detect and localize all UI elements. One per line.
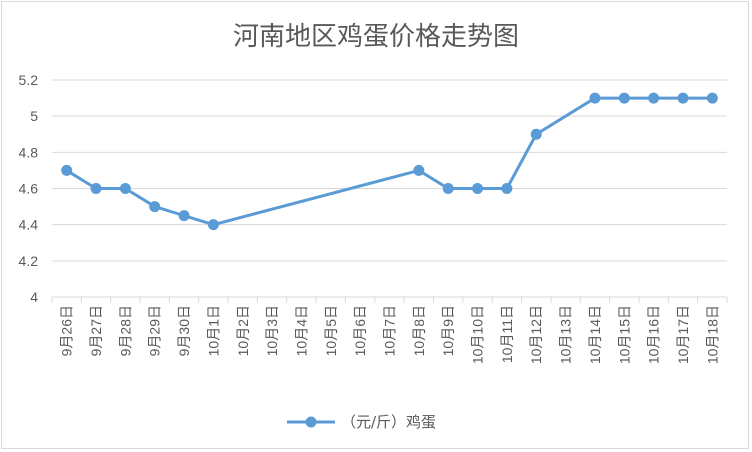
x-tick-label: 10月3日	[264, 305, 280, 356]
chart-title: 河南地区鸡蛋价格走势图	[233, 22, 519, 52]
y-tick-label: 4.4	[19, 217, 39, 233]
data-point	[90, 183, 102, 194]
x-tick-label: 10月8日	[411, 305, 427, 356]
x-tick-label: 10月13日	[558, 305, 574, 364]
legend-marker	[305, 416, 317, 428]
data-point	[530, 128, 542, 140]
data-point	[442, 183, 454, 194]
x-tick-label: 10月17日	[675, 305, 691, 364]
x-tick-label: 10月16日	[646, 305, 662, 364]
x-tick-label: 10月12日	[528, 305, 544, 364]
x-tick-label: 10月6日	[352, 305, 368, 356]
data-point	[472, 183, 484, 194]
x-tick-label: 10月2日	[235, 305, 251, 356]
data-point	[149, 201, 161, 213]
x-tick-label: 10月15日	[616, 305, 632, 364]
data-point	[413, 164, 425, 176]
x-tick-label: 9月28日	[117, 305, 133, 356]
y-tick-label: 4.2	[19, 253, 39, 269]
data-point	[677, 92, 689, 104]
x-tick-label: 10月10日	[470, 305, 486, 364]
y-tick-label: 5.2	[19, 72, 39, 88]
gridlines	[52, 79, 727, 262]
data-point	[648, 92, 660, 104]
y-tick-label: 4.6	[19, 181, 39, 197]
y-tick-label: 4.8	[19, 144, 39, 160]
x-tick-label: 9月30日	[176, 305, 192, 356]
x-tick-label: 9月29日	[147, 305, 163, 356]
data-point	[119, 183, 131, 194]
x-axis: 9月26日 9月27日 9月28日 9月29日 9月30日 10月1日 10月2日 10月3日…	[51, 296, 728, 364]
x-tick-label: 10月18日	[704, 305, 720, 364]
data-point	[501, 183, 513, 194]
y-axis-ticks: 4 4.2 4.4 4.6 4.8 5 5.2	[19, 72, 39, 305]
data-point	[61, 164, 73, 176]
x-tick-label: 10月5日	[323, 305, 339, 356]
data-point	[207, 219, 219, 231]
x-tick-label: 10月11日	[499, 305, 515, 363]
series-line	[65, 96, 713, 227]
x-tick-label: 10月14日	[587, 305, 603, 364]
x-tick-label: 9月26日	[59, 305, 75, 356]
y-tick-label: 5	[30, 108, 38, 124]
data-point	[706, 92, 718, 104]
data-point	[178, 210, 190, 222]
x-tick-label: 10月4日	[293, 305, 309, 356]
legend-label: （元/斤）鸡蛋	[341, 413, 436, 431]
x-tick-label: 10月1日	[205, 305, 221, 356]
y-tick-label: 4	[30, 289, 38, 305]
x-tick-label: 10月9日	[440, 305, 456, 356]
legend: （元/斤）鸡蛋	[287, 413, 436, 431]
data-point	[618, 92, 630, 104]
x-tick-label: 10月7日	[382, 305, 398, 356]
data-point	[589, 92, 601, 104]
plot-area	[61, 92, 718, 231]
x-tick-label: 9月27日	[88, 305, 104, 356]
